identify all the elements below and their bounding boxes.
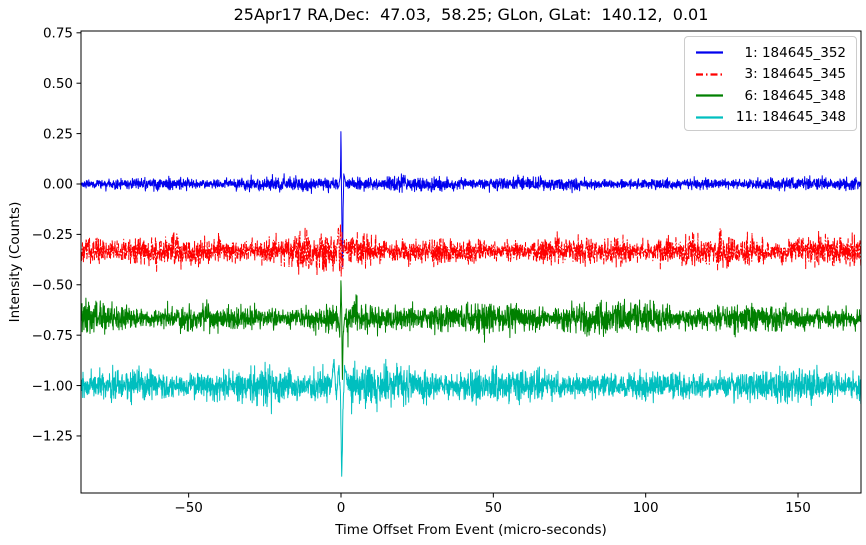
y-tick-label: 0.00 xyxy=(43,177,73,193)
y-tick-label: 0.50 xyxy=(43,76,73,92)
y-tick-label: 0.25 xyxy=(43,126,73,142)
series-line-4 xyxy=(80,358,862,477)
x-axis-label: Time Offset From Event (micro-seconds) xyxy=(335,522,607,538)
series-lines xyxy=(80,131,862,477)
x-tick-label: 150 xyxy=(785,500,811,516)
series-line-3 xyxy=(80,280,862,380)
chart-title: 25Apr17 RA,Dec: 47.03, 58.25; GLon, GLat… xyxy=(233,5,709,24)
y-tick-label: −0.50 xyxy=(32,277,73,293)
legend-item-label: 1: 184645_352 xyxy=(740,44,847,61)
legend-line-sample xyxy=(696,116,723,119)
x-tick-label: 50 xyxy=(485,500,502,516)
x-axis-ticks: −50 0 50 100 150 xyxy=(174,493,811,516)
legend-item-label: 3: 184645_345 xyxy=(740,66,847,83)
axes-box xyxy=(80,30,862,494)
y-tick-label: −1.25 xyxy=(32,429,73,445)
legend-line-sample xyxy=(696,51,723,54)
y-tick-label: −1.00 xyxy=(32,378,73,394)
legend-item-label: 11: 184645_348 xyxy=(735,109,846,126)
y-axis-ticks: 0.75 0.50 0.25 0.00 −0.25 −0.50 −0.75 −1.00 −1.2… xyxy=(32,26,81,445)
y-tick-label: 0.75 xyxy=(43,26,73,42)
x-tick-label: −50 xyxy=(174,500,203,516)
series-line-1 xyxy=(80,131,862,268)
legend-item: 6: 184645_348 xyxy=(694,85,850,107)
y-tick-label: −0.75 xyxy=(32,328,73,344)
y-axis-label: Intensity (Counts) xyxy=(7,201,23,323)
legend-item: 11: 184645_348 xyxy=(694,107,850,129)
x-tick-label: 100 xyxy=(633,500,659,516)
y-tick-label: −0.25 xyxy=(32,227,73,243)
legend-item-label: 6: 184645_348 xyxy=(740,87,847,104)
legend-line-sample xyxy=(696,94,723,97)
legend-line-sample xyxy=(696,73,723,76)
legend-item: 3: 184645_345 xyxy=(694,64,850,86)
legend: 1: 184645_352 3: 184645_345 6: 184645_34… xyxy=(684,36,857,131)
x-tick-label: 0 xyxy=(337,500,346,516)
series-line-2 xyxy=(80,223,862,278)
legend-item: 1: 184645_352 xyxy=(694,42,850,64)
